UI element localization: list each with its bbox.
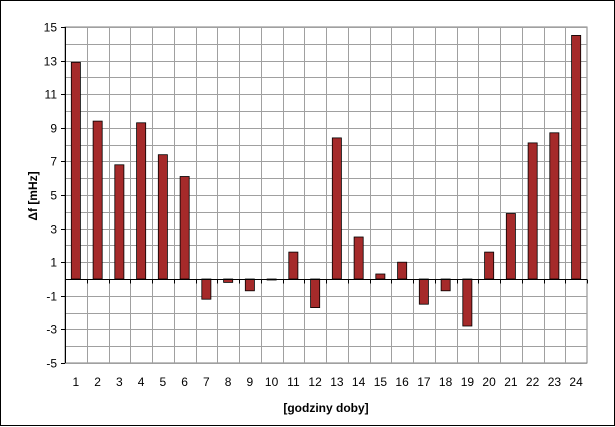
bar	[244, 278, 255, 292]
y-tick-label: -3	[46, 323, 57, 337]
x-tick-label: 7	[203, 375, 210, 389]
x-tick-label: 24	[569, 375, 583, 389]
x-tick-label: 3	[116, 375, 123, 389]
bar	[353, 236, 364, 280]
bar	[70, 61, 81, 280]
x-tick-label: 2	[94, 375, 101, 389]
x-axis-label: [godziny doby]	[283, 401, 368, 415]
x-tick-label: 21	[504, 375, 518, 389]
y-axis-label: Δf [mHz]	[26, 171, 40, 220]
bar	[375, 273, 386, 280]
x-tick-labels: 1 2 3 4 5 6 7 8 9 10 11 12 13 14 15 16 17 18 19 20 21 22 23 24	[73, 375, 584, 389]
y-tick-label: 3	[50, 223, 57, 237]
bar	[114, 164, 125, 280]
x-tick-label: 23	[548, 375, 562, 389]
y-tick-label: 13	[44, 55, 58, 69]
bar	[505, 213, 516, 280]
bar	[549, 132, 560, 280]
axes	[61, 27, 588, 364]
y-tick-label: -5	[46, 357, 57, 371]
x-tick-label: 13	[330, 375, 344, 389]
bar	[179, 176, 190, 280]
x-tick-label: 1	[73, 375, 80, 389]
x-tick-label: 9	[247, 375, 254, 389]
y-tick-label: 7	[50, 155, 57, 169]
x-tick-label: 22	[526, 375, 540, 389]
bar	[571, 35, 582, 280]
bar	[397, 261, 408, 280]
x-tick-label: 20	[482, 375, 496, 389]
grid	[64, 26, 588, 364]
y-tick-label: 15	[44, 21, 58, 35]
x-tick-label: 10	[265, 375, 279, 389]
x-tick-label: 17	[417, 375, 431, 389]
x-tick-label: 16	[395, 375, 409, 389]
bar	[201, 278, 212, 300]
y-tick-label: 5	[50, 189, 57, 203]
bar	[136, 122, 147, 280]
bar	[92, 120, 103, 280]
bar	[440, 278, 451, 292]
x-tick-label: 11	[287, 375, 300, 389]
x-tick-label: 4	[138, 375, 145, 389]
y-tick-label: 1	[50, 256, 57, 270]
bar	[527, 142, 538, 280]
x-tick-label: 5	[160, 375, 167, 389]
bar	[484, 251, 495, 280]
bar	[157, 154, 168, 280]
bar	[310, 278, 321, 309]
y-tick-label: 11	[45, 88, 58, 102]
bars	[70, 35, 582, 327]
x-tick-label: 18	[439, 375, 453, 389]
bar	[462, 278, 473, 327]
y-tick-label: -1	[46, 290, 57, 304]
bar	[331, 137, 342, 280]
y-tick-label: 9	[50, 122, 57, 136]
bar	[418, 278, 429, 305]
x-tick-label: 12	[308, 375, 322, 389]
x-tick-label: 6	[181, 375, 188, 389]
x-tick-label: 19	[461, 375, 475, 389]
x-tick-label: 15	[374, 375, 388, 389]
x-tick-label: 8	[225, 375, 232, 389]
x-tick-label: 14	[352, 375, 366, 389]
bar	[288, 251, 299, 280]
